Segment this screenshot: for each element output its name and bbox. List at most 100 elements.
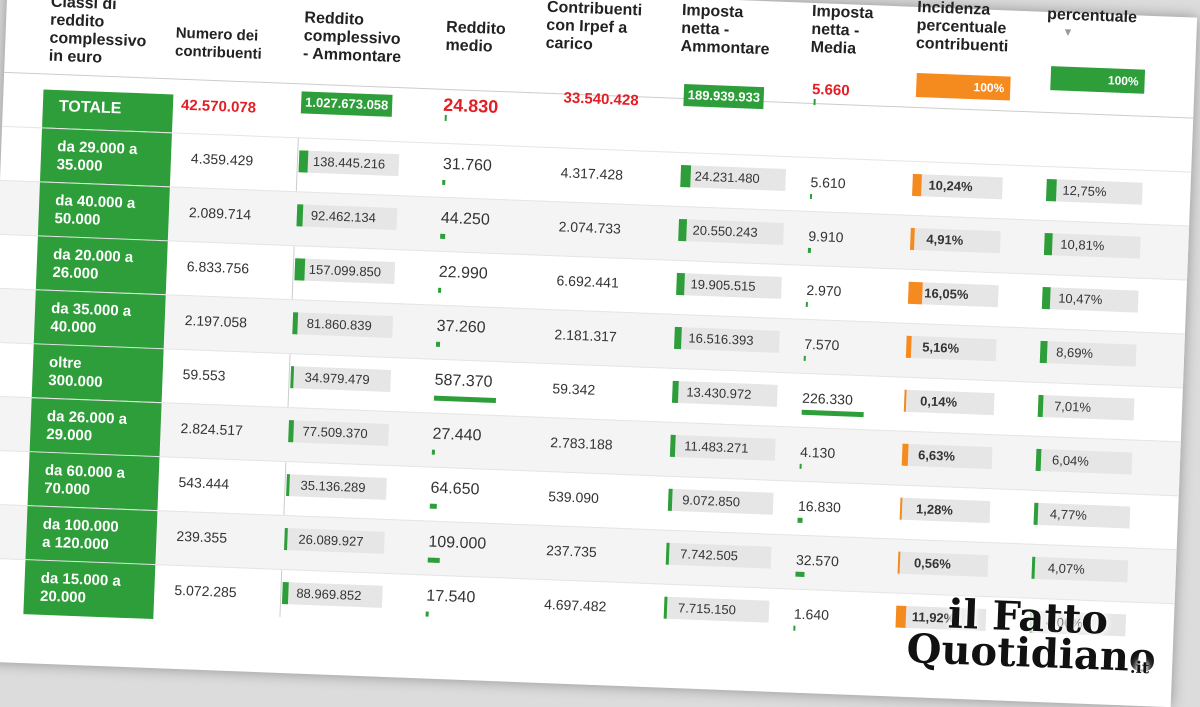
bar-incidenza-contribuenti [907, 281, 923, 305]
bar-incidenza-percentuale [1039, 340, 1048, 364]
bar-imposta-media [809, 193, 813, 200]
bar-reddito-medio [427, 557, 440, 564]
cell-incidenza-contribuenti: 16,05% [924, 285, 969, 303]
header-reddito-complessivo[interactable]: Reddito complessivo - Ammontare [302, 9, 402, 67]
total-imposta-media-tick [813, 99, 816, 106]
cell-incidenza-contribuenti: 4,91% [926, 231, 964, 248]
cell-imposta-ammontare: 20.550.243 [692, 222, 758, 240]
row-label: da 40.000 a 50.000 [37, 182, 170, 242]
total-imposta-media: 5.660 [811, 80, 850, 100]
total-reddito-medio-tick [444, 114, 447, 121]
cell-imposta-ammontare: 13.430.972 [686, 384, 752, 402]
cell-reddito-medio: 587.370 [434, 371, 493, 391]
cell-reddito-medio: 17.540 [426, 587, 476, 607]
row-label: da 29.000 a 35.000 [39, 128, 172, 188]
bar-reddito-complessivo [292, 312, 299, 335]
header-incidenza-contribuenti[interactable]: Incidenza percentuale contribuenti [915, 0, 1009, 56]
total-incidenza-contribuenti: 100% [915, 72, 1011, 101]
cell-reddito-medio: 37.260 [436, 317, 486, 337]
bar-reddito-medio [435, 341, 441, 347]
bar-imposta-ammontare [680, 164, 692, 188]
cell-imposta-ammontare: 7.715.150 [677, 600, 737, 618]
header-incidenza-percentuale[interactable]: percentuale [1046, 5, 1138, 27]
bar-imposta-media [807, 247, 811, 254]
cell-reddito-medio: 27.440 [432, 425, 482, 445]
bar-incidenza-contribuenti [905, 335, 912, 358]
cell-reddito-complessivo: 77.509.370 [302, 423, 368, 442]
header-contribuenti-irpef[interactable]: Contribuenti con Irpef a carico [545, 0, 643, 54]
row-label: da 26.000 a 29.000 [29, 398, 162, 458]
cell-imposta-ammontare: 7.742.505 [679, 546, 739, 564]
bar-incidenza-percentuale [1033, 502, 1039, 525]
cell-incidenza-contribuenti: 6,63% [917, 447, 956, 464]
bar-reddito-medio [440, 233, 446, 239]
bar-imposta-ammontare [678, 218, 688, 242]
cell-imposta-ammontare: 9.072.850 [681, 492, 741, 510]
bar-incidenza-contribuenti [909, 227, 915, 250]
cell-numero: 2.197.058 [184, 312, 248, 331]
header-imposta-media[interactable]: Imposta netta - Media [810, 2, 874, 58]
bar-imposta-ammontare [667, 488, 673, 511]
cell-imposta-media: 16.830 [797, 497, 842, 516]
cell-imposta-media: 5.610 [810, 173, 846, 192]
row-label: da 15.000 a 20.000 [23, 560, 156, 620]
cell-incidenza-percentuale: 7,01% [1053, 398, 1092, 415]
row-label-totale: TOTALE [42, 89, 174, 133]
cell-reddito-complessivo: 138.445.216 [312, 153, 386, 172]
cell-reddito-complessivo: 88.969.852 [296, 585, 362, 604]
cell-contribuenti-irpef: 4.697.482 [543, 596, 607, 615]
row-label: oltre 300.000 [31, 344, 164, 404]
cell-incidenza-contribuenti: 1,28% [915, 501, 954, 518]
cell-imposta-media: 2.970 [806, 281, 842, 300]
sort-desc-icon[interactable]: ▼ [1062, 26, 1074, 39]
bar-incidenza-percentuale [1035, 448, 1042, 472]
cell-imposta-ammontare: 24.231.480 [694, 168, 760, 187]
cell-numero: 5.072.285 [174, 581, 237, 601]
cell-reddito-complessivo: 92.462.134 [310, 207, 377, 226]
il-fatto-quotidiano-logo: il Fatto Quotidiano .it [906, 589, 1159, 689]
cell-reddito-complessivo: 26.089.927 [298, 531, 364, 550]
cell-contribuenti-irpef: 2.074.733 [558, 218, 622, 237]
cell-incidenza-percentuale: 12,75% [1062, 182, 1107, 200]
table-body: da 29.000 a 35.000 4.359.429 138.445.216 31… [0, 125, 1192, 659]
bar-imposta-ammontare [674, 326, 682, 350]
cell-numero: 2.824.517 [180, 419, 244, 439]
header-reddito-medio[interactable]: Reddito medio [445, 18, 507, 56]
header-numero[interactable]: Numero dei contribuenti [174, 24, 263, 63]
bar-imposta-media [801, 409, 864, 418]
total-reddito-complessivo: 1.027.673.058 [300, 91, 393, 117]
bar-imposta-media [799, 463, 802, 469]
cell-contribuenti-irpef: 2.181.317 [554, 326, 618, 345]
bar-reddito-medio [431, 449, 435, 455]
row-label: da 100.000 a 120.000 [25, 506, 158, 566]
cell-incidenza-percentuale: 10,47% [1057, 290, 1103, 308]
bar-incidenza-contribuenti [901, 443, 909, 466]
logo-line2: Quotidiano [905, 625, 1157, 682]
cell-imposta-ammontare: 19.905.515 [690, 276, 756, 294]
bar-reddito-complessivo [296, 204, 304, 227]
cell-numero: 239.355 [176, 527, 228, 546]
cell-reddito-medio: 109.000 [428, 533, 487, 553]
cell-imposta-media: 1.640 [793, 605, 830, 623]
bar-reddito-medio [429, 503, 437, 509]
bar-incidenza-percentuale [1037, 394, 1044, 418]
header-imposta-ammontare[interactable]: Imposta netta - Ammontare [680, 1, 770, 59]
cell-reddito-medio: 64.650 [430, 479, 480, 499]
cell-imposta-media: 9.910 [808, 227, 844, 246]
cell-imposta-ammontare: 16.516.393 [688, 330, 754, 348]
cell-imposta-media: 7.570 [804, 335, 840, 354]
bar-incidenza-percentuale [1041, 286, 1051, 310]
header-classi[interactable]: Classi di reddito complessivo in euro [48, 0, 147, 67]
total-contribuenti-irpef: 33.540.428 [563, 89, 639, 110]
cell-contribuenti-irpef: 539.090 [547, 488, 600, 507]
cell-incidenza-percentuale: 6,04% [1051, 452, 1090, 469]
cell-incidenza-contribuenti: 5,16% [921, 339, 960, 356]
cell-incidenza-contribuenti: 0,14% [919, 393, 958, 410]
bar-imposta-ammontare [676, 272, 685, 296]
cell-imposta-media: 32.570 [795, 551, 840, 570]
total-imposta-ammontare: 189.939.933 [683, 84, 765, 110]
bar-incidenza-contribuenti [912, 173, 922, 197]
bar-reddito-complessivo [294, 258, 306, 281]
cell-numero: 543.444 [178, 473, 230, 492]
